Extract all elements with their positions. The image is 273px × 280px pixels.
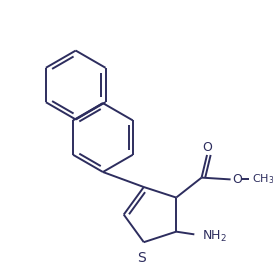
Text: NH$_2$: NH$_2$ [201,229,227,244]
Text: O: O [202,141,212,154]
Text: O: O [232,173,242,186]
Text: S: S [137,251,146,265]
Text: CH$_3$: CH$_3$ [252,172,273,186]
